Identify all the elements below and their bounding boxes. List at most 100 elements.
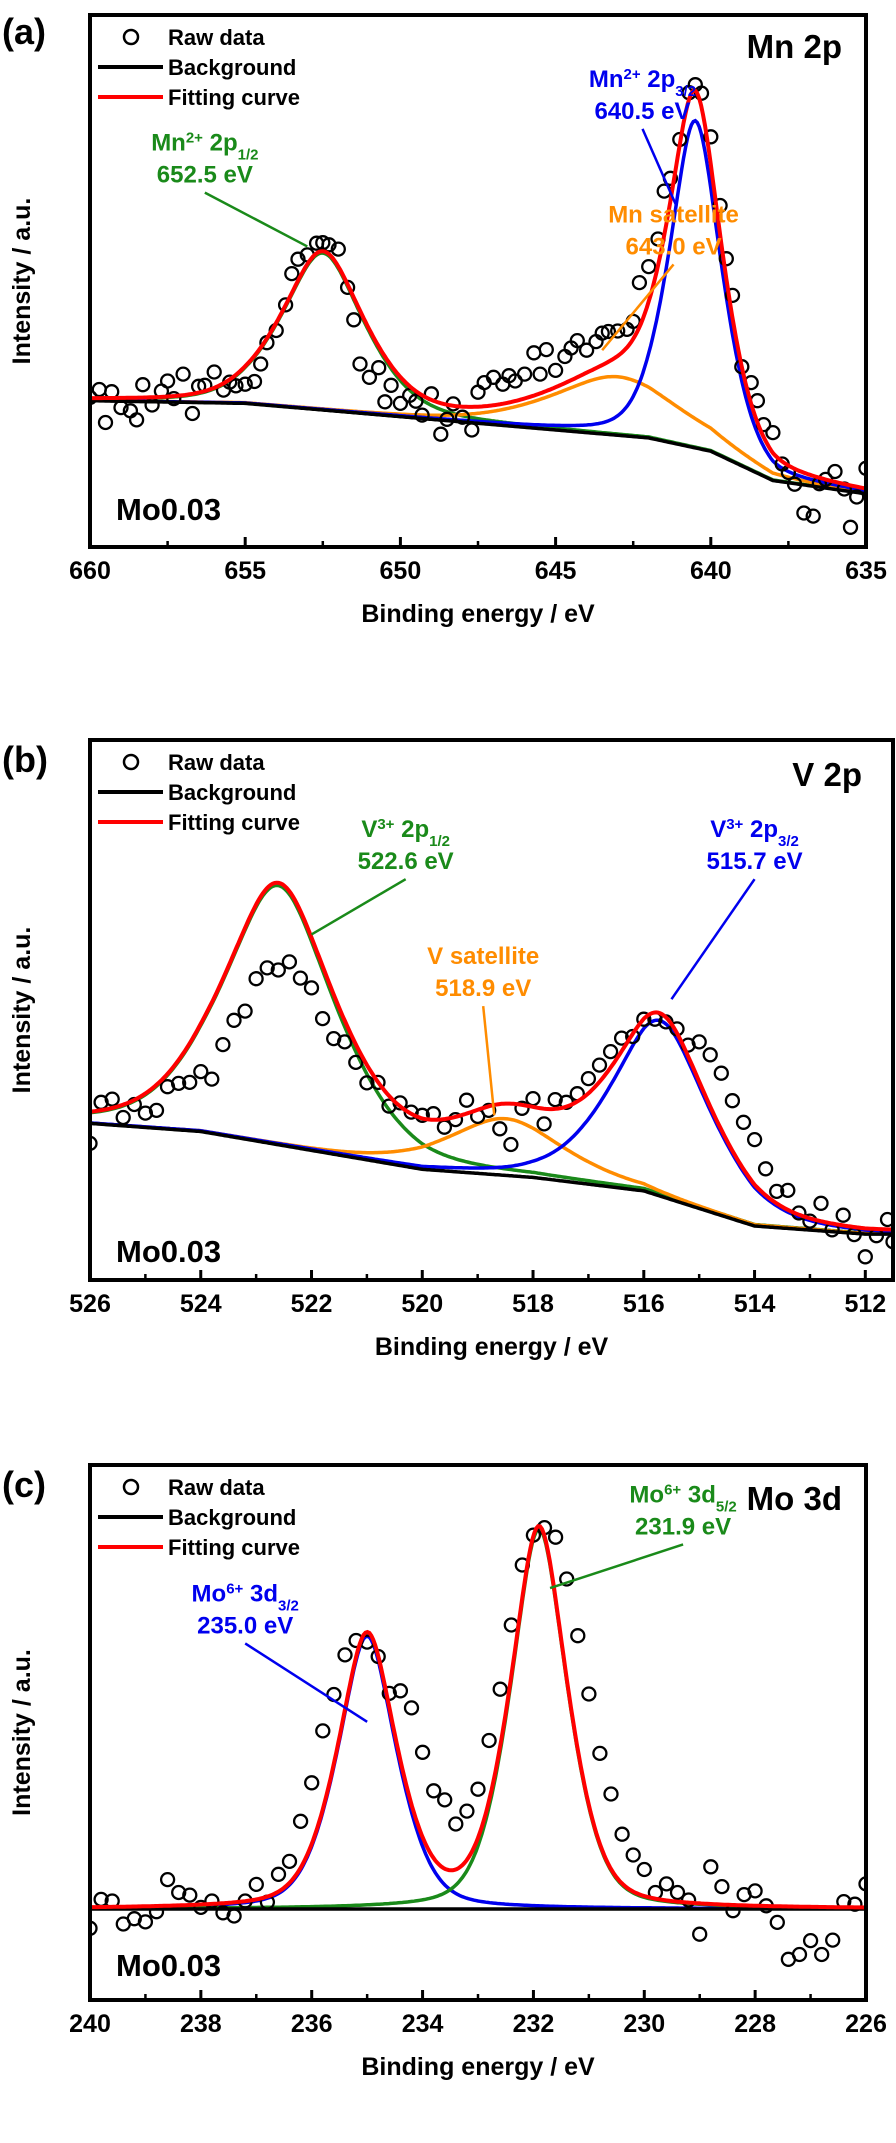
raw-data-point <box>371 360 387 376</box>
x-tick-label: 240 <box>69 2010 111 2038</box>
raw-data-point <box>159 1871 176 1888</box>
leader-line <box>481 1005 496 1116</box>
peak-energy: 643.0 eV <box>626 233 722 260</box>
peak-energy: 652.5 eV <box>157 162 253 189</box>
raw-data-point <box>284 265 300 282</box>
raw-data-point <box>128 412 145 428</box>
legend-label: Raw data <box>168 25 265 50</box>
raw-data-point <box>346 312 362 328</box>
raw-data-point <box>658 1876 675 1892</box>
panel-label: (b) <box>2 739 48 780</box>
raw-data-point <box>580 1070 597 1087</box>
x-axis-label: Binding energy / eV <box>361 2053 595 2081</box>
raw-data-point <box>113 399 129 416</box>
plot-area <box>90 880 893 1265</box>
raw-data-point <box>747 1883 763 1899</box>
raw-data-point <box>458 1092 475 1108</box>
raw-data-point <box>414 1744 431 1760</box>
raw-data-point <box>712 197 728 214</box>
raw-data-point <box>885 1234 893 1250</box>
raw-data-point <box>383 377 399 393</box>
raw-data-point <box>603 1786 619 1802</box>
raw-data-point <box>470 384 486 400</box>
raw-data-point <box>757 1161 774 1177</box>
x-tick-label: 520 <box>401 1290 443 1318</box>
raw-data-point <box>625 1847 641 1863</box>
raw-data-point <box>182 1887 198 1903</box>
raw-data-point <box>170 1075 187 1092</box>
raw-data-point <box>791 1946 808 1963</box>
panel-2: 526 524 522 520 518 516 514 512 Binding energy /… <box>2 738 895 1361</box>
background-curve <box>90 398 866 496</box>
raw-data-point <box>348 1054 364 1071</box>
raw-data-point <box>408 393 424 409</box>
raw-data-point <box>714 1878 730 1895</box>
raw-data-point <box>337 1034 353 1050</box>
raw-data-point <box>879 1211 893 1228</box>
raw-data-point <box>277 297 294 313</box>
x-tick-label: 226 <box>845 2010 887 2038</box>
x-tick-label: 635 <box>845 557 887 585</box>
raw-data-point <box>259 960 275 976</box>
raw-data-point <box>137 1105 154 1121</box>
raw-data-point <box>270 962 286 978</box>
peak-energy: 231.9 eV <box>635 1513 731 1540</box>
x-tick-label: 230 <box>623 2010 665 2038</box>
raw-data-point <box>206 364 222 380</box>
raw-data-point <box>470 1781 486 1797</box>
legend-marker <box>122 753 140 771</box>
legend: Raw data Background Fitting curve <box>98 1475 300 1560</box>
x-tick-label: 236 <box>291 2010 333 2038</box>
raw-data-point <box>448 1816 464 1832</box>
raw-data-point <box>669 1884 686 1901</box>
raw-data-point <box>713 1065 729 1081</box>
raw-data-point <box>532 366 548 382</box>
component-curve-1 <box>90 883 893 1235</box>
raw-data-point <box>536 1116 552 1132</box>
raw-data-point <box>514 1100 530 1116</box>
legend-label: Background <box>168 55 296 80</box>
raw-data-point <box>702 1047 718 1063</box>
sample-label: Mo0.03 <box>116 1234 221 1269</box>
plot-area <box>90 77 866 535</box>
raw-data-point <box>361 369 378 385</box>
legend-label: Fitting curve <box>168 810 300 835</box>
raw-data-point <box>426 1783 442 1799</box>
plot-area <box>90 1519 866 1967</box>
legend: Raw data Background Fitting curve <box>98 25 300 110</box>
raw-data-point <box>104 1091 120 1107</box>
raw-data-point <box>516 366 533 382</box>
raw-data-point <box>805 508 821 524</box>
leader-line <box>244 1642 368 1723</box>
fitting-curve <box>90 880 893 1232</box>
x-tick-label: 238 <box>180 2010 222 2038</box>
raw-data-point <box>270 1866 287 1882</box>
raw-data-point <box>570 1628 586 1644</box>
raw-data-point <box>636 1861 652 1878</box>
fitting-curve <box>90 1524 866 1910</box>
raw-data-point <box>226 1908 242 1924</box>
raw-data-point <box>631 274 648 291</box>
peak-energy: 235.0 eV <box>197 1612 293 1639</box>
raw-data-point <box>253 356 269 372</box>
x-tick-label: 526 <box>69 1290 111 1318</box>
raw-data-point <box>547 1091 563 1108</box>
raw-data-point <box>538 341 554 358</box>
raw-data-point <box>614 1826 630 1842</box>
raw-data-point <box>724 287 741 304</box>
raw-data-point <box>97 414 114 431</box>
raw-data-point <box>858 460 866 476</box>
leader-line <box>204 191 308 248</box>
raw-data-point <box>182 1074 198 1091</box>
raw-data-point <box>403 1700 420 1716</box>
raw-data-point <box>246 373 263 390</box>
plot-frame <box>88 738 895 1282</box>
raw-data-point <box>492 1681 508 1697</box>
legend-label: Background <box>168 1505 296 1530</box>
raw-data-point <box>692 1926 708 1942</box>
raw-data-point <box>857 1249 873 1265</box>
raw-data-point <box>377 394 393 410</box>
